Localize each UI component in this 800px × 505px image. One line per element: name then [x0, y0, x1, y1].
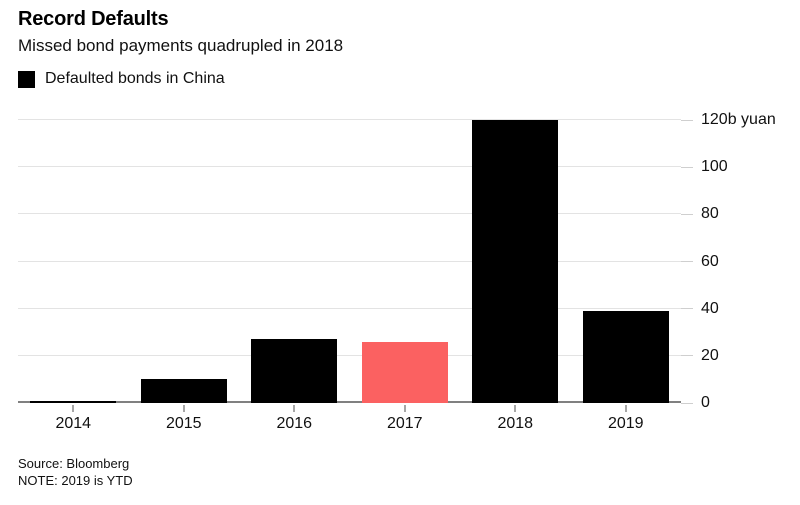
- bar-2017[interactable]: [361, 341, 448, 403]
- gridline: [18, 307, 681, 309]
- x-tick-label-2018: 2018: [497, 415, 534, 432]
- x-axis: 2014 2015 2016 2017 2018 2019: [18, 405, 681, 441]
- note-text: NOTE: 2019 is YTD: [18, 473, 133, 488]
- bar-slot: [571, 120, 682, 403]
- gridline: [18, 354, 681, 356]
- y-tick-label: 80: [701, 205, 719, 223]
- x-tick: [514, 405, 516, 412]
- y-tick-dash: [681, 402, 693, 404]
- x-slot: 2016: [239, 405, 350, 441]
- x-tick-label-2015: 2015: [165, 415, 202, 432]
- x-tick-label-2014: 2014: [55, 415, 92, 432]
- bar-slot: [129, 120, 240, 403]
- bar-2018[interactable]: [472, 120, 559, 403]
- bar-2015[interactable]: [140, 379, 227, 403]
- bar-2014[interactable]: [30, 400, 117, 403]
- legend-item-label: Defaulted bonds in China: [45, 70, 225, 87]
- x-slot: 2015: [129, 405, 240, 441]
- y-axis: 0 20 40 60 80 100 120b yuan: [681, 112, 800, 411]
- x-tick: [183, 405, 185, 412]
- chart-subtitle: Missed bond payments quadrupled in 2018: [18, 36, 344, 55]
- y-tick-label: 40: [701, 299, 719, 317]
- x-slot: 2018: [460, 405, 571, 441]
- y-tick-dash: [681, 261, 693, 262]
- x-tick: [72, 405, 74, 412]
- y-tick-dash: [681, 119, 693, 121]
- bar-slot: [460, 120, 571, 403]
- x-slot: 2017: [350, 405, 461, 441]
- y-tick-dash: [681, 166, 693, 168]
- y-tick-label: 20: [701, 346, 719, 364]
- bar-slot: [239, 120, 350, 403]
- x-tick: [293, 405, 295, 412]
- plot-area: [18, 119, 681, 403]
- y-tick-label: 100: [701, 158, 728, 176]
- bar-series: [18, 120, 681, 403]
- x-slot: 2019: [571, 405, 682, 441]
- x-tick: [404, 405, 406, 412]
- page-title: Record Defaults: [18, 8, 169, 30]
- x-tick-label-2017: 2017: [386, 415, 423, 432]
- gridline: [18, 166, 681, 168]
- x-tick: [625, 405, 627, 412]
- bar-slot: [18, 120, 129, 403]
- chart-footer: Source: Bloomberg NOTE: 2019 is YTD: [18, 455, 618, 489]
- y-tick-label: 0: [701, 394, 710, 411]
- gridline: [18, 119, 681, 120]
- x-tick-label-2019: 2019: [607, 415, 644, 432]
- axis-baseline: [18, 401, 681, 403]
- chart-header: Record Defaults Missed bond payments qua…: [18, 6, 778, 58]
- chart-legend: Defaulted bonds in China: [18, 70, 225, 88]
- gridline: [18, 213, 681, 215]
- y-tick-dash: [681, 308, 693, 310]
- bar-slot: [350, 120, 461, 403]
- square-swatch-icon: [18, 70, 35, 88]
- source-text: Source: Bloomberg: [18, 456, 130, 471]
- y-tick-dash: [681, 355, 693, 357]
- x-tick-label-2016: 2016: [276, 415, 313, 432]
- y-tick-dash: [681, 213, 693, 215]
- y-tick-label: 60: [701, 252, 719, 270]
- bar-2016[interactable]: [251, 339, 338, 403]
- x-slot: 2014: [18, 405, 129, 441]
- gridline: [18, 260, 681, 262]
- bar-2019[interactable]: [582, 311, 669, 403]
- y-tick-label: 120b yuan: [701, 111, 776, 128]
